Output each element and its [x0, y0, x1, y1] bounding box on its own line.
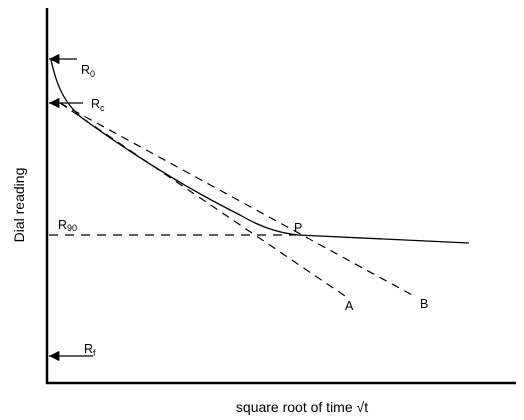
line-b	[59, 102, 415, 297]
rf-label: Rf	[84, 342, 96, 358]
consolidation-curve	[50, 59, 470, 244]
x-axis-label: square root of time √t	[236, 399, 368, 415]
r90-label: R90	[58, 218, 77, 233]
y-axis-label: Dial reading	[11, 168, 27, 243]
point-p-label: P	[294, 221, 302, 235]
point-a-label: A	[345, 299, 354, 313]
r0-label: R0	[81, 63, 95, 79]
point-b-label: B	[420, 297, 428, 311]
tangent-line-a	[59, 102, 346, 297]
rc-label: Rc	[91, 97, 105, 113]
